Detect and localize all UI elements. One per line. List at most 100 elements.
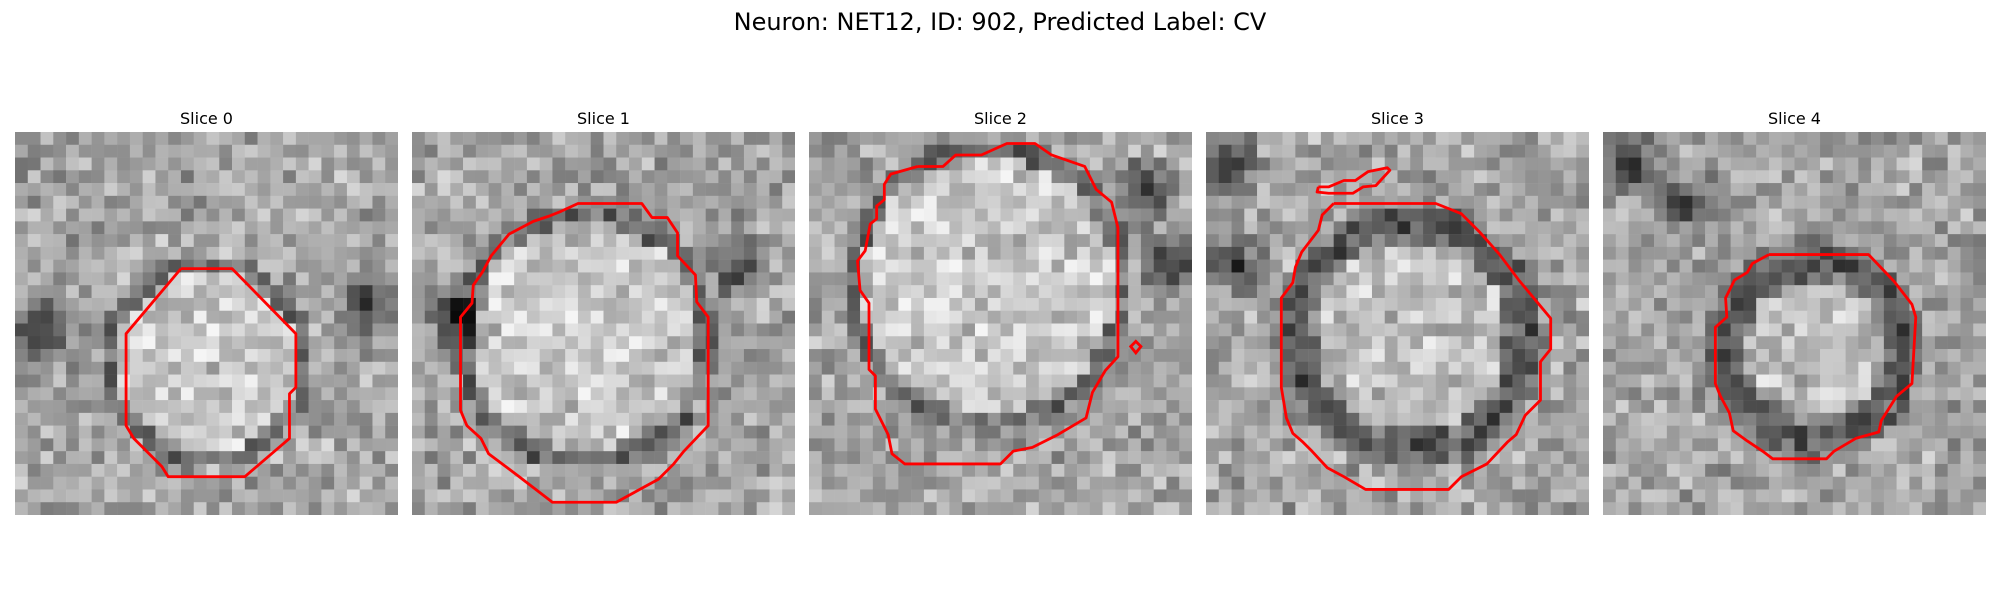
pixel	[1461, 489, 1475, 503]
pixel	[1871, 463, 1885, 477]
pixel	[463, 361, 477, 375]
pixel	[1435, 451, 1449, 465]
pixel	[962, 285, 976, 299]
pixel	[821, 489, 835, 503]
pixel	[424, 476, 438, 490]
pixel	[1756, 476, 1770, 490]
pixel	[1218, 387, 1232, 401]
pixel	[654, 157, 668, 171]
pixel	[1051, 323, 1065, 337]
pixel	[308, 221, 322, 235]
pixel	[412, 221, 426, 235]
pixel	[1166, 361, 1180, 375]
pixel	[834, 476, 848, 490]
pixel	[692, 425, 706, 439]
pixel	[1973, 208, 1986, 222]
pixel	[168, 361, 182, 375]
pixel	[501, 412, 515, 426]
pixel	[898, 336, 912, 350]
pixel	[1179, 502, 1192, 515]
pixel	[923, 285, 937, 299]
slice-panel-3: Slice 3	[1206, 108, 1589, 515]
pixel	[1474, 323, 1488, 337]
pixel	[1089, 208, 1103, 222]
pixel	[1654, 361, 1668, 375]
pixel	[1166, 195, 1180, 209]
pixel	[53, 425, 67, 439]
pixel	[1077, 234, 1091, 248]
pixel	[1257, 387, 1271, 401]
pixel	[1947, 336, 1961, 350]
pixel	[1410, 502, 1424, 515]
pixel	[718, 132, 732, 146]
pixel	[232, 285, 246, 299]
pixel	[27, 246, 41, 260]
pixel	[1474, 425, 1488, 439]
pixel	[692, 336, 706, 350]
pixel	[1308, 349, 1322, 363]
pixel	[91, 336, 105, 350]
pixel	[53, 170, 67, 184]
pixel	[206, 336, 220, 350]
pixel	[1641, 361, 1655, 375]
pixel	[104, 387, 118, 401]
pixel	[1832, 502, 1846, 515]
pixel	[180, 285, 194, 299]
pixel	[1883, 297, 1897, 311]
pixel	[1563, 438, 1577, 452]
pixel	[244, 183, 258, 197]
pixel	[962, 272, 976, 286]
pixel	[1282, 246, 1296, 260]
pixel	[1064, 489, 1078, 503]
pixel	[385, 323, 398, 337]
pixel	[565, 400, 579, 414]
pixel	[860, 208, 874, 222]
pixel	[809, 489, 823, 503]
pixel	[1486, 412, 1500, 426]
pixel	[898, 451, 912, 465]
pixel	[962, 412, 976, 426]
pixel	[155, 297, 169, 311]
pixel	[654, 476, 668, 490]
pixel	[1603, 183, 1617, 197]
pixel	[1934, 246, 1948, 260]
pixel	[78, 349, 92, 363]
pixel	[756, 234, 770, 248]
pixel	[654, 361, 668, 375]
pixel	[463, 234, 477, 248]
pixel	[1346, 400, 1360, 414]
pixel	[308, 476, 322, 490]
pixel	[1257, 502, 1271, 515]
pixel	[1896, 170, 1910, 184]
pixel	[270, 297, 284, 311]
pixel	[1654, 489, 1668, 503]
pixel	[1858, 272, 1872, 286]
pixel	[488, 208, 502, 222]
pixel	[1909, 502, 1923, 515]
pixel	[1257, 259, 1271, 273]
pixel	[1603, 132, 1617, 146]
pixel	[603, 144, 617, 158]
pixel	[1896, 195, 1910, 209]
pixel	[1089, 425, 1103, 439]
pixel	[1768, 349, 1782, 363]
pixel	[270, 463, 284, 477]
pixel	[705, 425, 719, 439]
pixel	[1807, 400, 1821, 414]
pixel	[283, 374, 297, 388]
pixel	[885, 336, 899, 350]
pixel	[603, 463, 617, 477]
pixel	[1282, 502, 1296, 515]
pixel	[1435, 170, 1449, 184]
pixel	[104, 361, 118, 375]
pixel	[180, 425, 194, 439]
pixel	[923, 400, 937, 414]
pixel	[539, 374, 553, 388]
pixel	[1282, 310, 1296, 324]
pixel	[1218, 195, 1232, 209]
pixel	[1410, 349, 1424, 363]
pixel	[1474, 157, 1488, 171]
pixel	[1525, 323, 1539, 337]
slice-image	[412, 132, 795, 515]
pixel	[731, 387, 745, 401]
